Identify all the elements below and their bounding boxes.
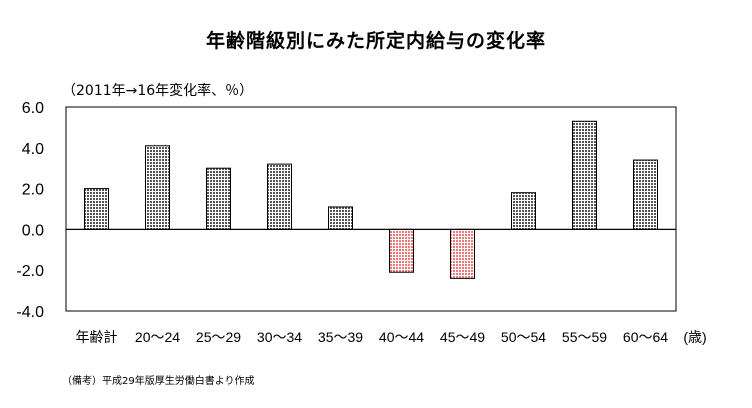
x-unit-label: (歳) — [683, 329, 706, 345]
x-tick-label: 35～39 — [318, 329, 363, 345]
y-tick-label: 2.0 — [22, 182, 44, 199]
bar — [389, 228, 414, 273]
y-tick-label: 0.0 — [22, 222, 44, 239]
y-tick-label: 6.0 — [22, 100, 44, 117]
bar — [450, 228, 475, 279]
plot-area-frame — [65, 106, 677, 312]
x-tick-label: 45～49 — [440, 329, 485, 345]
y-tick-label: -4.0 — [16, 304, 44, 321]
bar — [84, 188, 109, 230]
bar — [633, 159, 658, 230]
y-unit-label: （2011年→16年変化率、％） — [62, 83, 254, 99]
bar — [328, 206, 353, 230]
bar — [206, 167, 231, 230]
x-tick-label: 50～54 — [501, 329, 546, 345]
x-tick-label: 55～59 — [562, 329, 607, 345]
x-tick-label: 25～29 — [196, 329, 241, 345]
bar — [511, 192, 536, 230]
chart-title: 年齢階級別にみた所定内給与の変化率 — [205, 30, 546, 52]
y-tick-label: 4.0 — [22, 141, 44, 158]
x-tick-label: 年齢計 — [76, 329, 118, 345]
x-tick-label: 60～64 — [623, 329, 668, 345]
bar — [572, 120, 597, 230]
bar — [267, 163, 292, 230]
x-tick-label: 30～34 — [257, 329, 302, 345]
source-note: （備考）平成29年版厚生労働白書より作成 — [62, 376, 255, 387]
x-tick-label: 20～24 — [135, 329, 180, 345]
y-tick-label: -2.0 — [16, 263, 44, 280]
bar — [145, 145, 170, 230]
x-tick-label: 40～44 — [379, 329, 424, 345]
